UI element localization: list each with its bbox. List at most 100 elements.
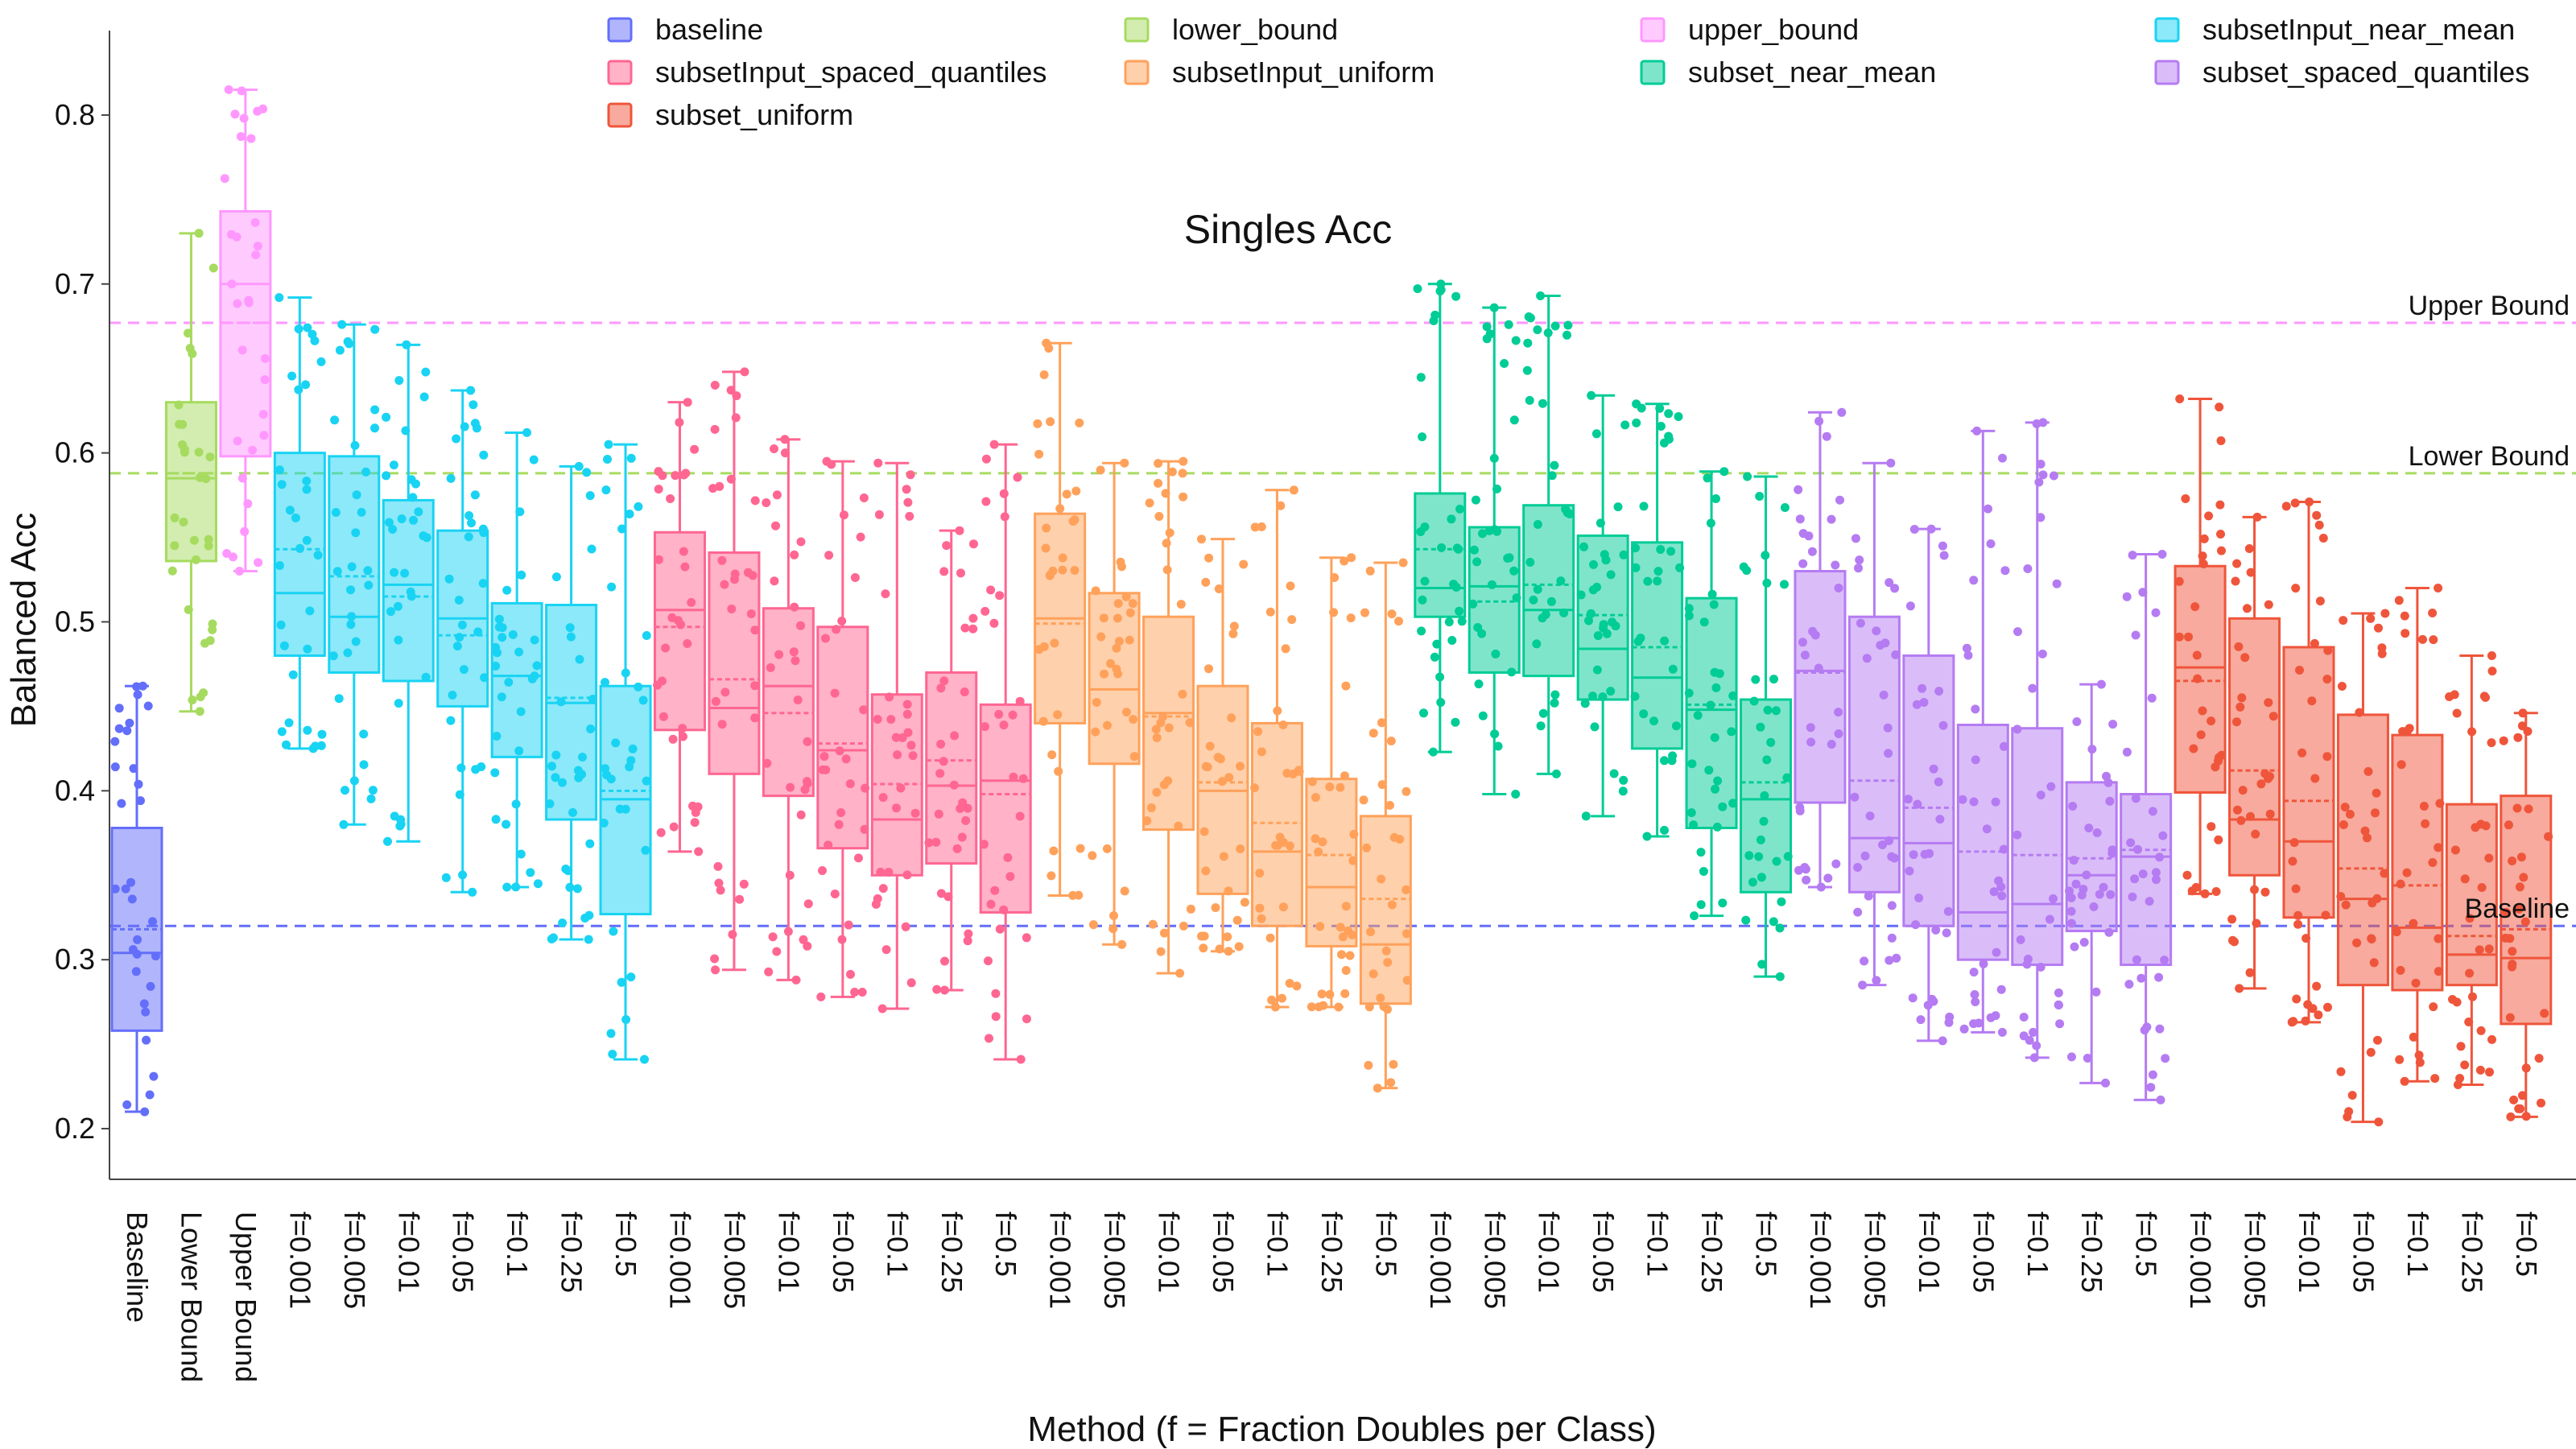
- reference-line-label: Lower Bound: [2409, 441, 2570, 472]
- data-point: [142, 1035, 151, 1045]
- data-point: [1853, 907, 1863, 917]
- data-point: [1802, 875, 1811, 885]
- data-point: [2434, 584, 2443, 592]
- box-iqr: [1956, 723, 2009, 961]
- data-point: [1751, 675, 1761, 684]
- data-point: [1938, 1036, 1947, 1046]
- data-point: [969, 539, 978, 549]
- data-point: [2400, 1076, 2409, 1086]
- data-point: [1457, 617, 1467, 626]
- box-subsetInput_near_mean: [599, 443, 652, 1061]
- legend-item-subset_near_mean[interactable]: subset_near_mean: [1640, 56, 1936, 89]
- box-subset_uniform: [2500, 712, 2553, 1118]
- data-point: [311, 741, 320, 751]
- data-point: [1474, 679, 1484, 689]
- data-point: [2235, 984, 2244, 993]
- data-point: [1916, 1015, 1926, 1025]
- data-point: [850, 988, 860, 997]
- data-point: [303, 725, 312, 735]
- data-point: [1387, 609, 1397, 619]
- box-iqr: [273, 452, 326, 657]
- data-point: [2211, 887, 2221, 896]
- box-subsetInput_uniform: [1250, 489, 1303, 1009]
- data-point: [658, 471, 667, 481]
- data-point: [1550, 321, 1560, 331]
- legend-item-subsetInput_near_mean[interactable]: subsetInput_near_mean: [2154, 13, 2515, 46]
- data-point: [467, 518, 476, 528]
- data-point: [2318, 534, 2328, 543]
- data-point: [1199, 931, 1209, 941]
- data-point: [1511, 336, 1521, 345]
- data-point: [230, 109, 240, 119]
- data-point: [2479, 691, 2489, 701]
- data-point: [2314, 520, 2324, 530]
- data-point: [1660, 756, 1669, 766]
- data-point: [1511, 790, 1521, 799]
- data-point: [981, 497, 991, 506]
- data-point: [1580, 699, 1590, 708]
- data-point: [1739, 562, 1748, 572]
- data-point: [2054, 1001, 2063, 1009]
- x-tick-label: f=0.05: [2347, 1212, 2380, 1293]
- legend-item-subset_spaced_quantiles[interactable]: subset_spaced_quantiles: [2154, 56, 2529, 89]
- data-point: [341, 786, 349, 795]
- data-point: [1887, 901, 1897, 910]
- data-point: [1102, 844, 1112, 853]
- data-point: [1718, 898, 1728, 908]
- data-point: [205, 636, 215, 646]
- data-point: [762, 498, 771, 507]
- legend-item-subset_uniform[interactable]: subset_uniform: [607, 98, 853, 131]
- data-point: [824, 551, 834, 560]
- data-point: [456, 763, 466, 773]
- x-tick-label: f=0.05: [447, 1212, 480, 1293]
- box-subsetInput_spaced_quantiles: [708, 370, 761, 972]
- data-point: [2244, 544, 2254, 553]
- data-point: [1929, 997, 1938, 1006]
- data-point: [626, 972, 636, 982]
- box-iqr: [979, 703, 1032, 914]
- data-point: [2487, 1034, 2496, 1044]
- data-point: [2339, 616, 2348, 625]
- x-tick-label: f=0.001: [664, 1212, 697, 1309]
- data-point: [2310, 638, 2319, 648]
- data-point: [881, 589, 890, 599]
- data-point: [359, 760, 369, 770]
- data-point: [1831, 859, 1841, 869]
- data-point: [857, 988, 867, 997]
- data-point: [2122, 592, 2132, 601]
- data-point: [989, 618, 999, 628]
- data-point: [1022, 1014, 1031, 1024]
- legend-item-subsetInput_spaced_quantiles[interactable]: subsetInput_spaced_quantiles: [607, 56, 1046, 89]
- legend-item-subsetInput_uniform[interactable]: subsetInput_uniform: [1124, 56, 1435, 89]
- data-point: [517, 570, 526, 580]
- data-point: [2128, 551, 2137, 560]
- data-point: [1413, 284, 1422, 294]
- data-point: [1590, 722, 1600, 732]
- data-point: [2019, 1013, 2029, 1022]
- legend-label: subsetInput_uniform: [1172, 56, 1435, 89]
- data-point: [1340, 989, 1350, 998]
- data-point: [2102, 771, 2111, 781]
- legend-item-upper_bound[interactable]: upper_bound: [1640, 13, 1859, 46]
- legend-item-baseline[interactable]: baseline: [607, 13, 763, 46]
- data-point: [1804, 531, 1814, 541]
- data-point: [117, 799, 126, 808]
- data-point: [2323, 1002, 2332, 1012]
- data-point: [690, 818, 700, 828]
- data-point: [1276, 501, 1286, 510]
- chart-title: Singles Acc: [1184, 207, 1392, 252]
- x-ticks: Baseline Lower Bound Upper Bound f=0.001 f=0…: [121, 1212, 2543, 1382]
- data-point: [768, 932, 778, 942]
- box-subset_spaced_quantiles: [1794, 411, 1847, 889]
- data-point: [1039, 370, 1049, 379]
- legend-item-lower_bound[interactable]: lower_bound: [1124, 13, 1338, 46]
- data-point: [1471, 495, 1480, 505]
- data-point: [395, 821, 405, 831]
- data-point: [1402, 786, 1411, 796]
- x-axis-title: Method (f = Fraction Doubles per Class): [1027, 1410, 1656, 1449]
- data-point: [370, 405, 380, 415]
- data-point: [981, 454, 991, 464]
- data-point: [963, 936, 972, 946]
- data-point: [254, 558, 263, 568]
